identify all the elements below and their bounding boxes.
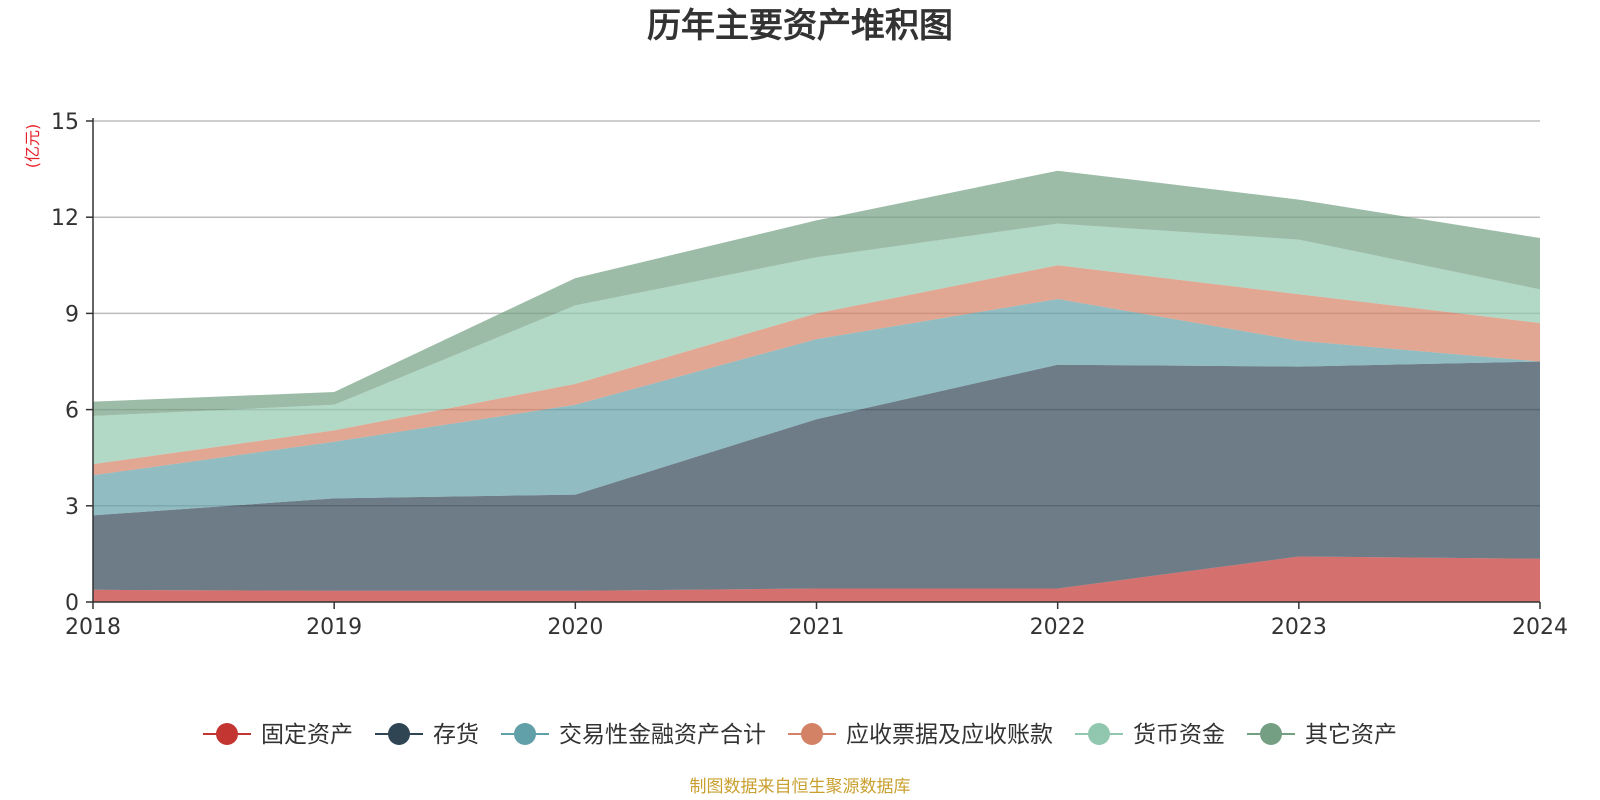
legend-label-2[interactable]: 交易性金融资产合计 (559, 722, 766, 748)
area-series-4 (93, 223, 1540, 465)
legend-label-0[interactable]: 固定资产 (261, 722, 353, 748)
legend-marker-1[interactable] (388, 723, 410, 745)
x-tick-label-3: 2021 (789, 615, 845, 640)
legend-label-1[interactable]: 存货 (433, 722, 479, 748)
area-series-5 (93, 170, 1540, 416)
area-series-2 (93, 299, 1540, 516)
stacked-areas (93, 170, 1540, 602)
y-tick-label-2: 6 (65, 399, 79, 424)
legend-marker-0[interactable] (216, 723, 238, 745)
source-note: 制图数据来自恒生聚源数据库 (690, 777, 911, 797)
y-tick-label-0: 0 (65, 591, 79, 616)
y-tick-label-5: 15 (51, 110, 79, 135)
x-tick-label-1: 2019 (306, 615, 362, 640)
x-tick-label-5: 2023 (1271, 615, 1327, 640)
x-tick-label-2: 2020 (547, 615, 603, 640)
legend-label-3[interactable]: 应收票据及应收账款 (846, 722, 1053, 748)
legend-label-5[interactable]: 其它资产 (1305, 722, 1397, 748)
chart-title: 历年主要资产堆积图 (647, 6, 953, 46)
x-tick-label-6: 2024 (1512, 615, 1568, 640)
legend-marker-4[interactable] (1088, 723, 1110, 745)
axes: 0 3 6 9 12 15 2018 2019 2020 2021 2022 2023 2024 (51, 110, 1568, 640)
legend-marker-2[interactable] (514, 723, 536, 745)
y-tick-label-1: 3 (65, 495, 79, 520)
area-series-0 (93, 556, 1540, 602)
x-tick-label-4: 2022 (1030, 615, 1086, 640)
legend-label-4[interactable]: 货币资金 (1133, 722, 1225, 748)
y-axis-unit: (亿元) (23, 124, 42, 169)
area-series-3 (93, 265, 1540, 476)
x-tick-label-0: 2018 (65, 615, 121, 640)
y-tick-label-4: 12 (51, 206, 79, 231)
y-tick-label-3: 9 (65, 302, 79, 327)
legend-marker-5[interactable] (1260, 723, 1282, 745)
area-series-1 (93, 361, 1540, 591)
legend[interactable]: 固定资产 存货 交易性金融资产合计 应收票据及应收账款 货币资金 其它资产 (203, 722, 1397, 748)
legend-marker-3[interactable] (801, 723, 823, 745)
